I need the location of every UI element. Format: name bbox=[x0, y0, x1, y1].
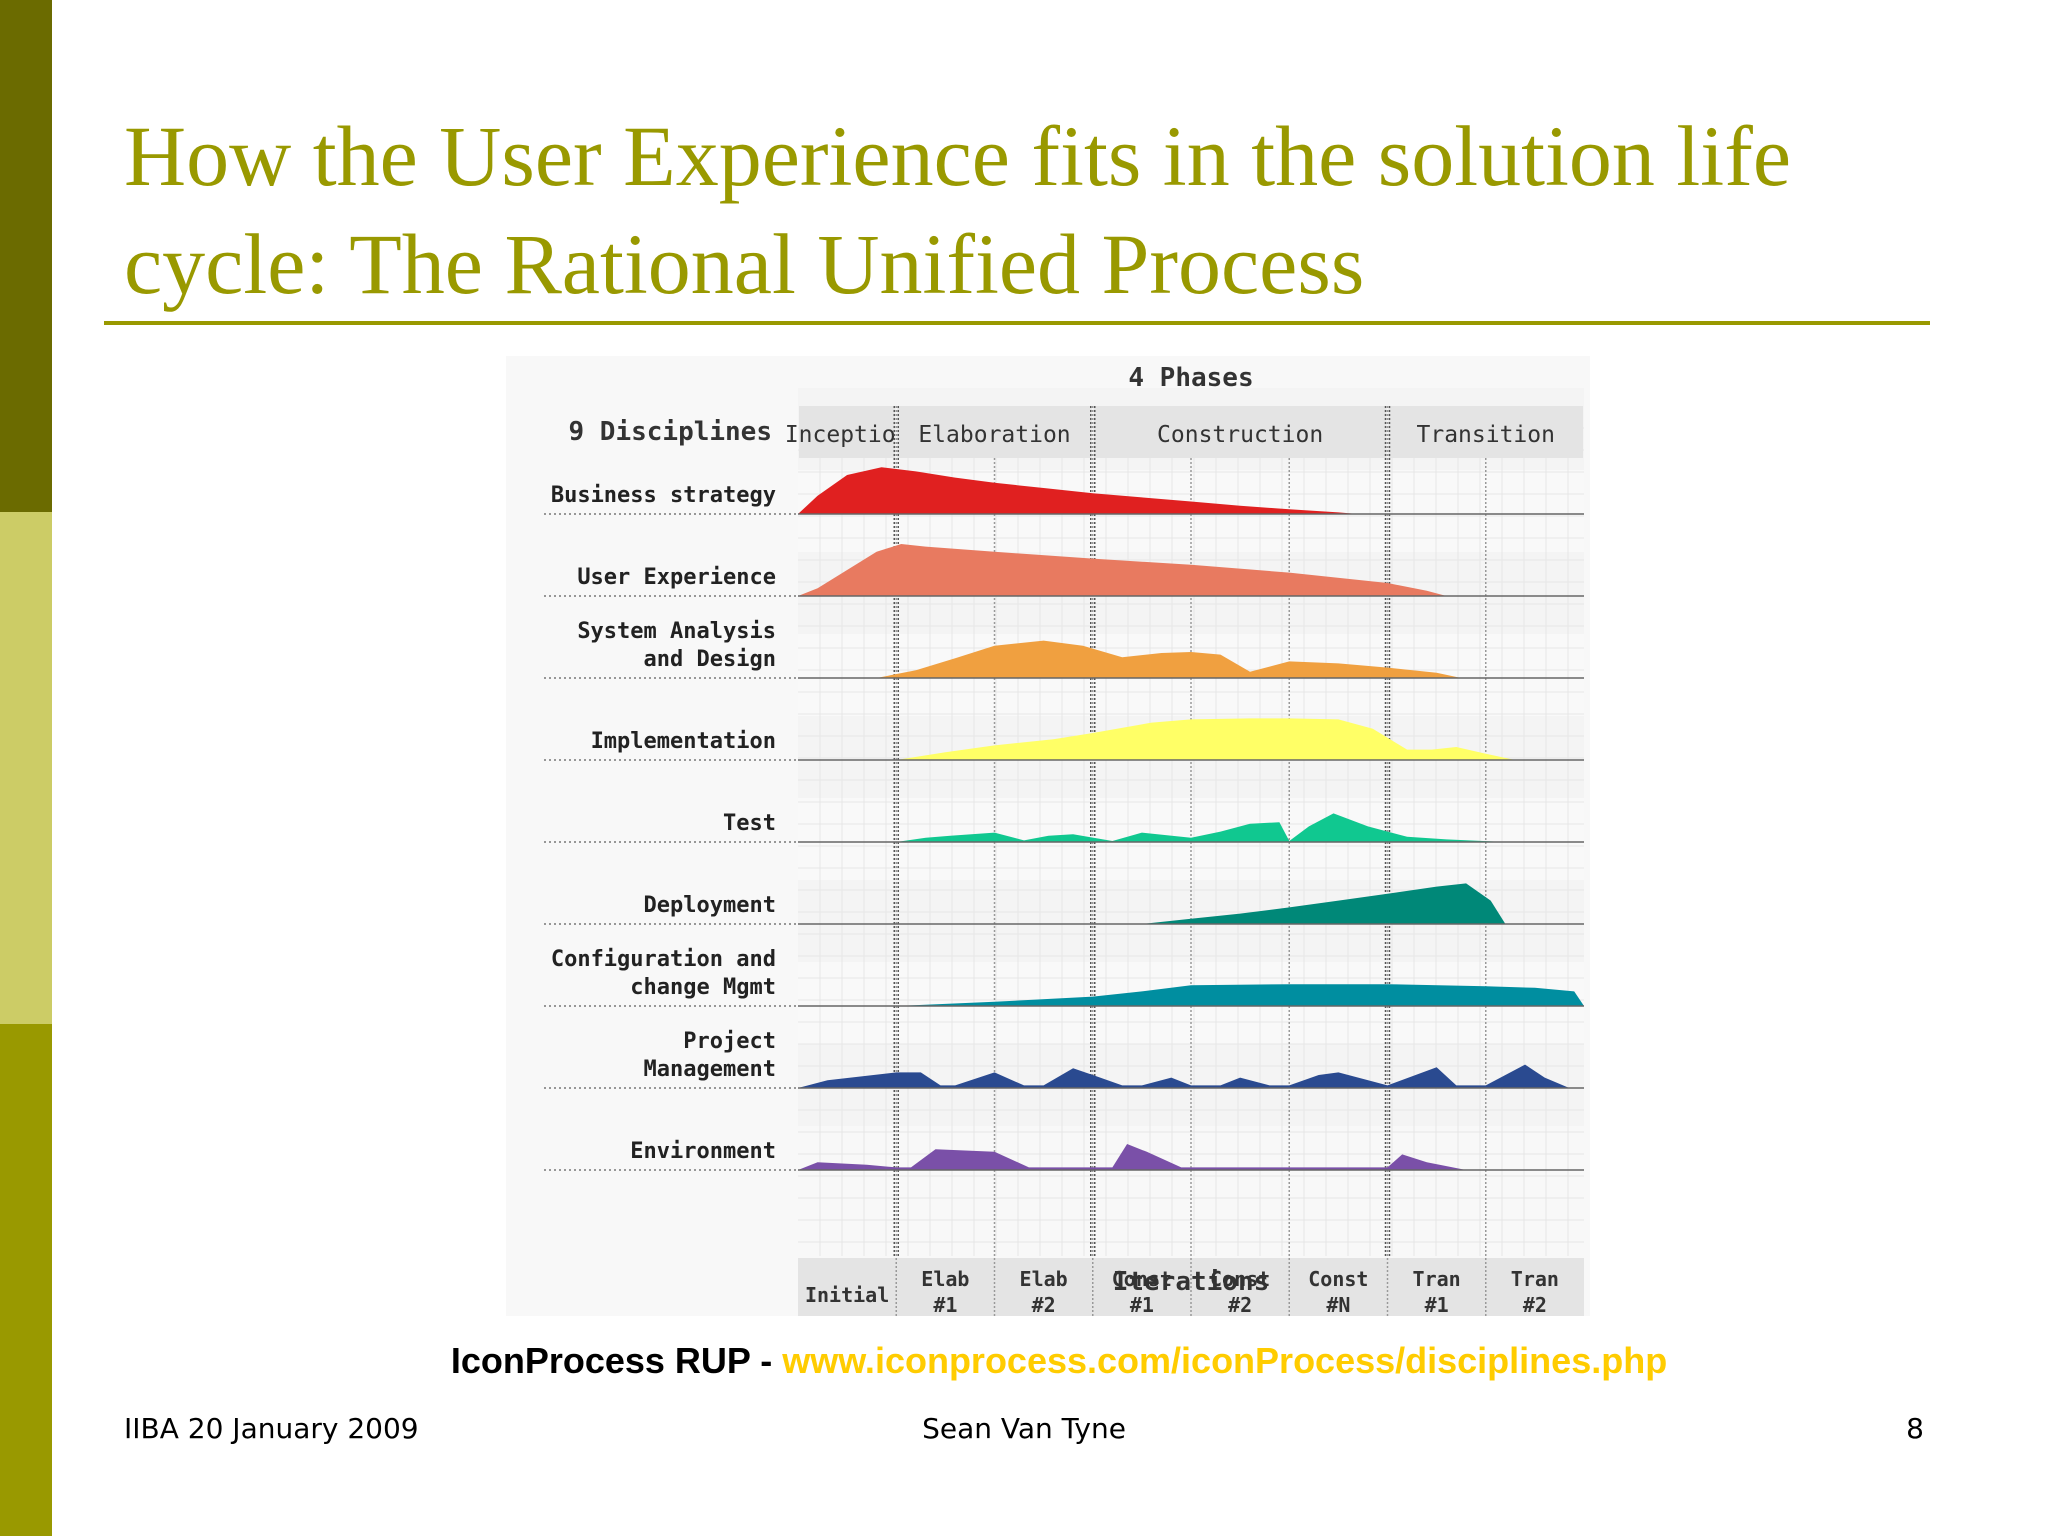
accent-band-top bbox=[0, 0, 52, 512]
page-number: 8 bbox=[1906, 1412, 1924, 1445]
discipline-label-line: Environment bbox=[630, 1139, 776, 1164]
discipline-label: System Analysis and Design bbox=[577, 619, 776, 672]
discipline-area-deployment bbox=[1141, 883, 1506, 924]
discipline-label-line: Management bbox=[644, 1057, 776, 1082]
caption-source: IconProcess RUP - bbox=[450, 1340, 783, 1381]
phase-label: Construction bbox=[1157, 422, 1323, 448]
iteration-label-line: Const bbox=[1112, 1267, 1172, 1291]
discipline-area-environment bbox=[798, 1144, 1467, 1170]
discipline-label-line: and Design bbox=[644, 647, 776, 672]
phase-header-cell bbox=[799, 406, 896, 458]
iteration-label: Const #2 bbox=[1210, 1267, 1270, 1316]
discipline-label: Test bbox=[723, 811, 776, 836]
discipline-area-implementation bbox=[896, 718, 1516, 760]
phase-label: Transition bbox=[1417, 422, 1555, 448]
iteration-label: Initial bbox=[805, 1283, 889, 1307]
discipline-label-line: User Experience bbox=[577, 565, 776, 590]
iteration-label-line: #2 bbox=[1228, 1293, 1252, 1316]
iteration-label-line: Elab bbox=[921, 1267, 969, 1291]
iteration-label: Elab #2 bbox=[1020, 1267, 1068, 1316]
accent-band-middle bbox=[0, 512, 52, 1024]
iteration-label-line: Initial bbox=[805, 1283, 889, 1307]
phase-label: Elaboration bbox=[918, 422, 1070, 448]
discipline-label: Business strategy bbox=[551, 483, 776, 508]
discipline-label-line: Business strategy bbox=[551, 483, 776, 508]
discipline-label-line: Implementation bbox=[591, 729, 776, 754]
rup-hump-chart: Inception Elaboration Construction Transiti… bbox=[544, 363, 1584, 1316]
discipline-label: Configuration and change Mgmt bbox=[551, 947, 776, 1000]
discipline-label-line: change Mgmt bbox=[630, 975, 776, 1000]
discipline-area-business-strategy bbox=[798, 467, 1358, 514]
phase-header-cell bbox=[1388, 406, 1583, 458]
discipline-label-line: Deployment bbox=[644, 893, 776, 918]
iteration-label-line: Tran bbox=[1413, 1267, 1461, 1291]
iteration-label-line: #1 bbox=[1425, 1293, 1449, 1316]
row-header: 9 Disciplines bbox=[569, 417, 773, 447]
phase-label: Inception bbox=[785, 422, 910, 448]
iteration-label-line: #1 bbox=[933, 1293, 957, 1316]
iteration-label: Elab #1 bbox=[921, 1267, 969, 1316]
discipline-label-line: Project bbox=[683, 1029, 776, 1054]
iteration-label-line: Tran bbox=[1511, 1267, 1559, 1291]
discipline-label: User Experience bbox=[577, 565, 776, 590]
discipline-label-line: Configuration and bbox=[551, 947, 776, 972]
iteration-label-line: #1 bbox=[1130, 1293, 1154, 1316]
iteration-label-line: Elab bbox=[1020, 1267, 1068, 1291]
image-caption: IconProcess RUP - www.iconprocess.com/ic… bbox=[0, 1340, 2048, 1382]
iteration-label-line: #N bbox=[1326, 1293, 1350, 1316]
discipline-label-line: System Analysis bbox=[577, 619, 776, 644]
discipline-label: Environment bbox=[630, 1139, 776, 1164]
iteration-label-line: #2 bbox=[1032, 1293, 1056, 1316]
discipline-area-configuration-and-change-mgmt bbox=[896, 984, 1584, 1006]
discipline-area-system-analysis-and-design bbox=[876, 640, 1462, 678]
x-axis-label: Iterations bbox=[1113, 1267, 1270, 1297]
phase-header-cell bbox=[1093, 406, 1387, 458]
iteration-label: Const #N bbox=[1308, 1267, 1368, 1316]
iteration-label: Const #1 bbox=[1112, 1267, 1172, 1316]
slide-title: How the User Experience fits in the solu… bbox=[124, 108, 1792, 312]
accent-band-bottom bbox=[0, 1024, 52, 1536]
footer-author: Sean Van Tyne bbox=[922, 1412, 1126, 1445]
discipline-label: Implementation bbox=[591, 729, 776, 754]
iteration-label-line: #2 bbox=[1523, 1293, 1547, 1316]
chart-title: 4 Phases bbox=[1128, 363, 1253, 393]
discipline-label: Project Management bbox=[644, 1029, 776, 1082]
caption-link[interactable]: www.iconprocess.com/iconProcess/discipli… bbox=[782, 1340, 1668, 1381]
discipline-label: Deployment bbox=[644, 893, 776, 918]
discipline-area-test bbox=[896, 813, 1506, 842]
discipline-area-project-management bbox=[798, 1064, 1570, 1088]
iteration-label: Tran #1 bbox=[1413, 1267, 1461, 1316]
footer-date: IIBA 20 January 2009 bbox=[124, 1412, 419, 1445]
iteration-label-line: Const bbox=[1210, 1267, 1270, 1291]
discipline-label-line: Test bbox=[723, 811, 776, 836]
phase-header-cell bbox=[897, 406, 1092, 458]
iteration-label-line: Const bbox=[1308, 1267, 1368, 1291]
discipline-area-user-experience bbox=[798, 544, 1447, 596]
title-divider bbox=[104, 321, 1930, 325]
iteration-label: Tran #2 bbox=[1511, 1267, 1559, 1316]
